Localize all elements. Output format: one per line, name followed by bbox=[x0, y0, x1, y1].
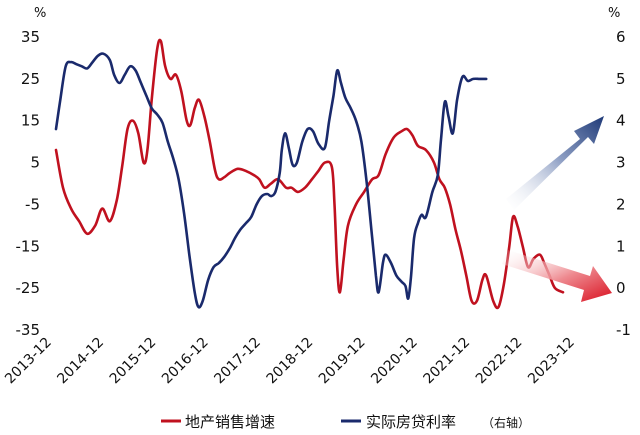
series-line-mortgage-rate bbox=[54, 52, 488, 309]
left-tick-label: -25 bbox=[16, 279, 41, 297]
x-tick-label: 2016-12 bbox=[159, 335, 212, 388]
arrow-down-annotation bbox=[502, 250, 612, 302]
left-tick-label: -15 bbox=[16, 237, 41, 255]
x-tick-label: 2017-12 bbox=[211, 335, 264, 388]
x-tick-label: 2013-12 bbox=[2, 335, 55, 388]
right-axis-unit: % bbox=[608, 6, 620, 21]
right-axis: 6 5 4 3 2 1 0 -1 bbox=[616, 28, 631, 339]
x-tick-label: 2023-12 bbox=[525, 335, 578, 388]
legend-label-mortgage-rate: 实际房贷利率 bbox=[366, 413, 456, 431]
legend-label-sales: 地产销售增速 bbox=[185, 413, 275, 431]
left-tick-label: 35 bbox=[21, 28, 40, 46]
left-tick-label: -5 bbox=[25, 195, 40, 213]
x-tick-label: 2021-12 bbox=[421, 335, 474, 388]
right-tick-label: 1 bbox=[616, 237, 626, 255]
left-axis-unit: % bbox=[34, 6, 46, 21]
x-axis: 2013-12 2014-12 2015-12 2016-12 2017-12 2018-… bbox=[2, 335, 578, 388]
series-line-sales bbox=[54, 38, 565, 310]
right-tick-label: 4 bbox=[616, 112, 626, 130]
left-tick-label: 5 bbox=[30, 154, 40, 172]
arrow-down-icon bbox=[502, 250, 612, 302]
left-tick-label: 25 bbox=[21, 70, 40, 88]
legend: 地产销售增速 实际房贷利率 （右轴） bbox=[161, 413, 530, 431]
legend-label-right-axis-note: （右轴） bbox=[482, 415, 530, 430]
x-tick-label: 2014-12 bbox=[54, 335, 107, 388]
x-tick-label: 2020-12 bbox=[368, 335, 421, 388]
x-tick-label: 2015-12 bbox=[107, 335, 160, 388]
right-tick-label: 3 bbox=[616, 154, 626, 172]
right-tick-label: 2 bbox=[616, 195, 626, 213]
right-tick-label: 5 bbox=[616, 70, 626, 88]
x-tick-label: 2018-12 bbox=[264, 335, 317, 388]
series-layer bbox=[54, 38, 565, 310]
arrow-up-icon bbox=[506, 116, 604, 210]
right-tick-label: 0 bbox=[616, 279, 626, 297]
left-axis: 35 25 15 5 -5 -15 -25 -35 bbox=[16, 28, 41, 339]
right-tick-label: -1 bbox=[616, 321, 631, 339]
left-tick-label: -35 bbox=[16, 321, 41, 339]
arrow-up-annotation bbox=[506, 116, 604, 210]
x-tick-label: 2022-12 bbox=[473, 335, 526, 388]
left-tick-label: 15 bbox=[21, 112, 40, 130]
x-tick-label: 2019-12 bbox=[316, 335, 369, 388]
right-tick-label: 6 bbox=[616, 28, 626, 46]
